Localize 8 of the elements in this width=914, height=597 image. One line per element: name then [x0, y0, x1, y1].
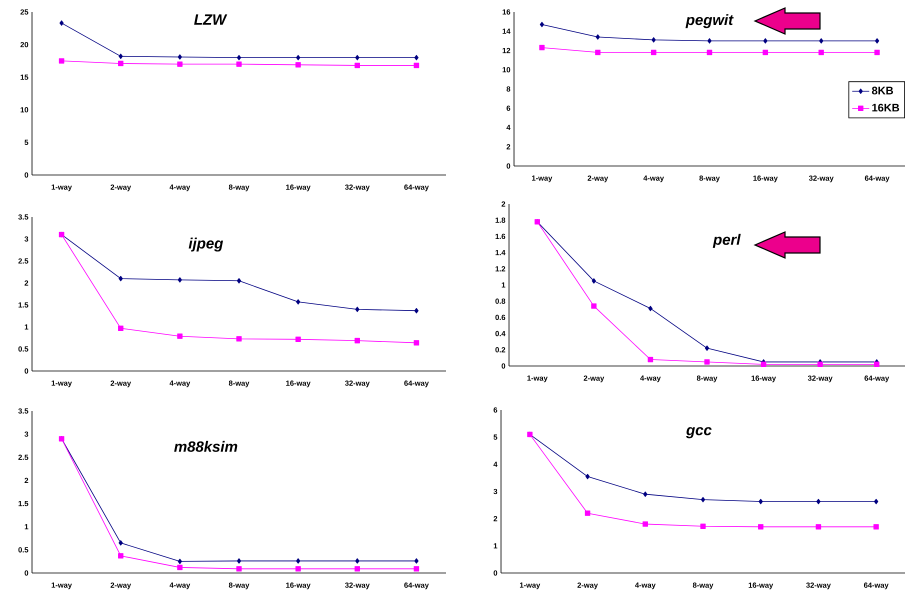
legend-label: 16KB: [872, 104, 900, 112]
text: perl: [712, 234, 741, 248]
chart-title: LZW: [194, 14, 228, 25]
text: m88ksim: [174, 440, 238, 452]
text: gcc: [686, 427, 712, 438]
text: ijpeg: [188, 238, 224, 252]
legend-label: 8KB: [872, 86, 894, 94]
chart-title: pegwit: [686, 14, 734, 28]
